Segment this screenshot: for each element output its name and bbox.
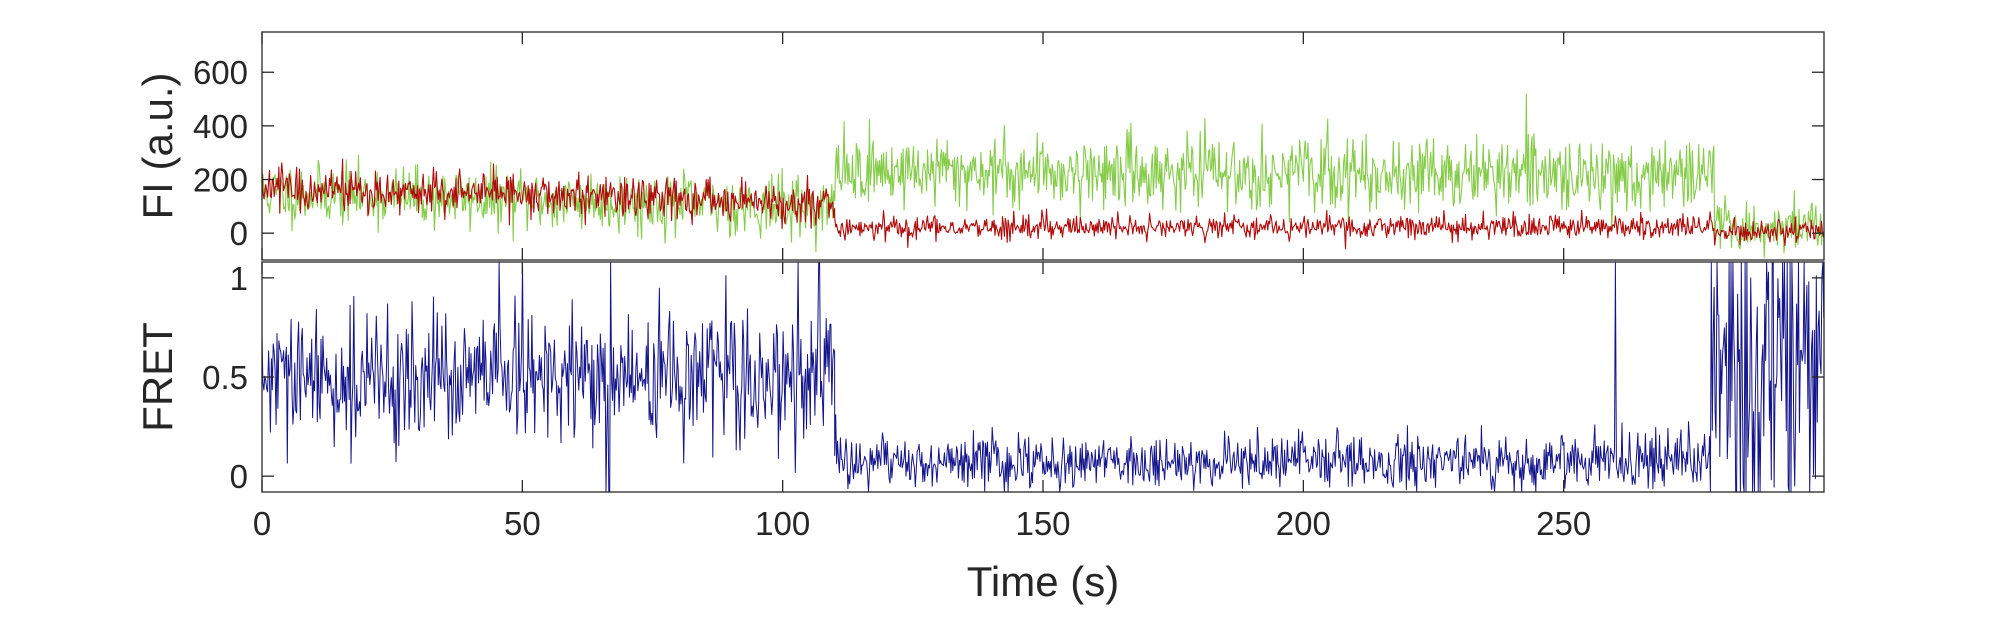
- x-tick-label: 150: [1015, 505, 1070, 542]
- x-tick-label: 200: [1276, 505, 1331, 542]
- series-line-1: [261, 93, 1824, 259]
- fluorescence-y-ticks: 0 200 400 600: [193, 54, 1824, 252]
- y-tick-label: 1: [230, 260, 248, 297]
- fret-panel: 00.51 0 50 100 150 200 250 FRET Time (s): [134, 260, 1825, 605]
- series-line-1: [261, 261, 1825, 493]
- series-line-2: [261, 158, 1824, 250]
- x-tick-label: 100: [755, 505, 810, 542]
- y-tick-label: 400: [193, 108, 248, 145]
- fret-y-axis-label: FRET: [134, 322, 181, 432]
- fluorescence-y-axis-label: FI (a.u.): [134, 72, 181, 219]
- y-tick-label: 600: [193, 54, 248, 91]
- x-tick-label: 250: [1536, 505, 1591, 542]
- y-tick-label: 0.5: [202, 359, 248, 396]
- fret-y-ticks: 00.51: [202, 260, 1824, 495]
- y-tick-label: 0: [230, 215, 248, 252]
- fret-traces: [261, 261, 1825, 493]
- fret-axes-box: [261, 261, 1825, 493]
- time-x-axis-label: Time (s): [967, 558, 1119, 605]
- x-tick-label: 0: [253, 505, 271, 542]
- fluorescence-panel: 0 200 400 600 FI (a.u.): [134, 31, 1825, 261]
- y-tick-label: 0: [230, 458, 248, 495]
- fret-x-ticks: 0 50 100 150 200 250: [253, 262, 1591, 542]
- x-tick-label: 50: [504, 505, 541, 542]
- fluorescence-x-ticks: [261, 32, 1565, 260]
- y-tick-label: 200: [193, 162, 248, 199]
- fluorescence-traces: [261, 93, 1824, 259]
